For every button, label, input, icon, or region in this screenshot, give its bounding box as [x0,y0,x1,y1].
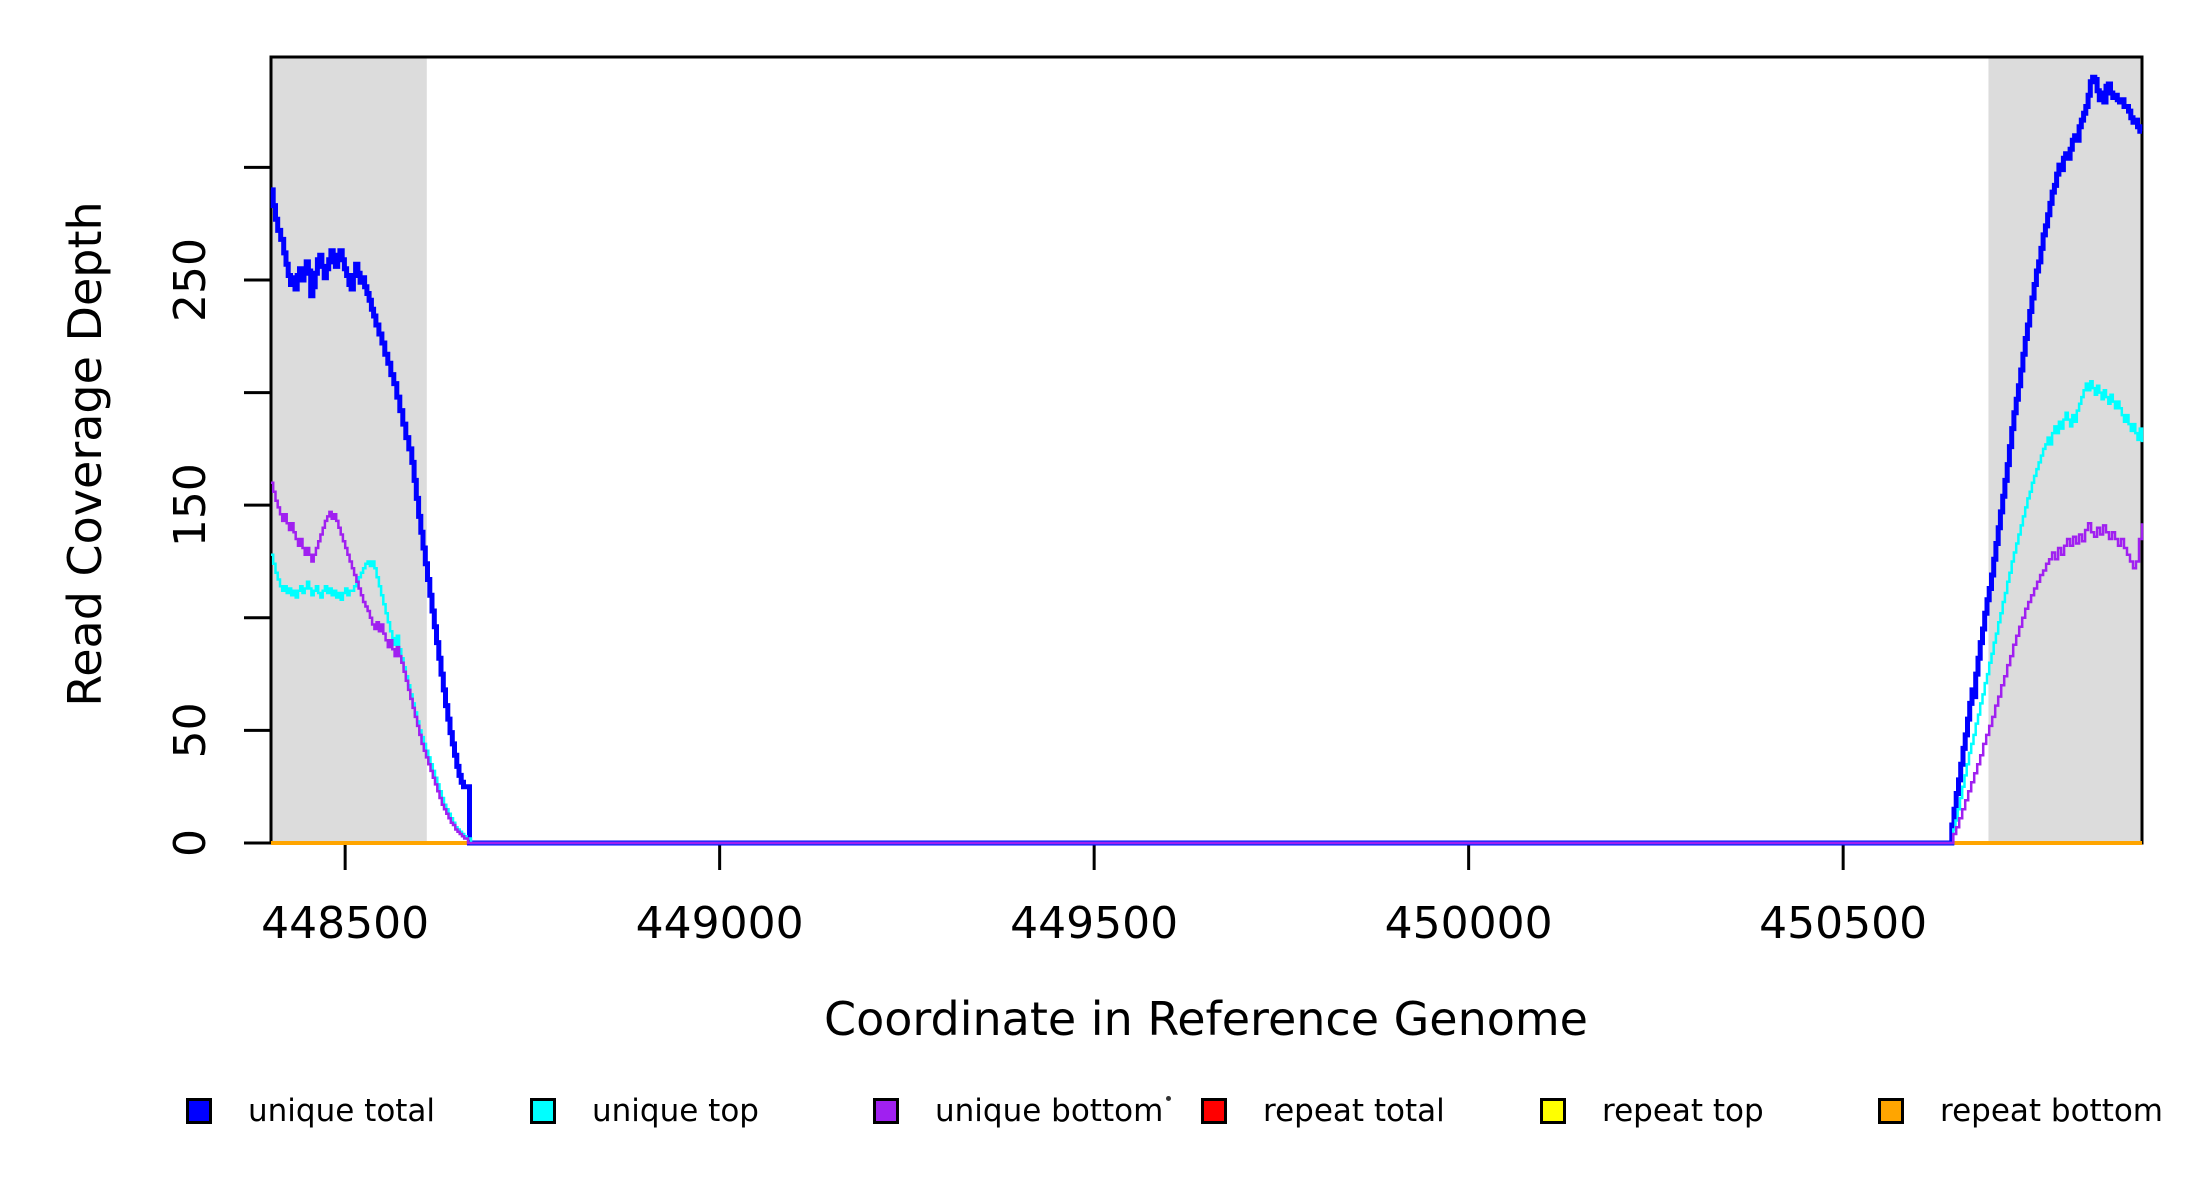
legend-item-repeat-bottom: repeat bottom [1878,1085,2163,1137]
legend-label: repeat total [1263,1093,1445,1129]
y-tick-label: 0 [165,829,216,857]
legend-label: repeat top [1602,1093,1764,1129]
legend-swatch-repeat-total [1201,1098,1227,1124]
plot-box [269,55,2144,845]
stray-mark [1166,1096,1171,1101]
x-tick-label: 449500 [1010,898,1178,949]
series-unique-total [270,74,2143,846]
legend-swatch-repeat-top [1540,1098,1566,1124]
legend-label: unique total [248,1093,436,1129]
x-tick-label: 448500 [261,898,429,949]
shaded-region-left [271,57,427,843]
y-axis-title: Read Coverage Depth [58,201,112,707]
legend-swatch-repeat-bottom [1878,1098,1904,1124]
x-tick-label: 450500 [1759,898,1927,949]
legend-item-unique-bottom: unique bottom [873,1085,1163,1137]
legend-label: repeat bottom [1940,1093,2164,1129]
y-tick-label: 250 [165,238,216,322]
legend-item-unique-total: unique total [186,1085,435,1137]
x-axis-title: Coordinate in Reference Genome [824,992,1588,1046]
legend-label: unique top [592,1093,759,1129]
shaded-region-right [1988,57,2142,843]
legend: unique total unique top unique bottom repea… [0,1085,2200,1141]
x-tick-label: 450000 [1385,898,1553,949]
series-unique-top [271,380,2144,845]
y-tick-label: 50 [165,702,216,758]
x-tick-label: 449000 [636,898,804,949]
legend-swatch-unique-top [530,1098,556,1124]
legend-swatch-unique-total [186,1098,212,1124]
legend-item-unique-top: unique top [530,1085,759,1137]
legend-label: unique bottom [935,1093,1164,1129]
legend-item-repeat-total: repeat total [1201,1085,1445,1137]
y-tick-label: 150 [165,463,216,547]
legend-swatch-unique-bottom [873,1098,899,1124]
legend-item-repeat-top: repeat top [1540,1085,1764,1137]
series-unique-bottom [271,481,2144,845]
series-group [270,74,2144,846]
